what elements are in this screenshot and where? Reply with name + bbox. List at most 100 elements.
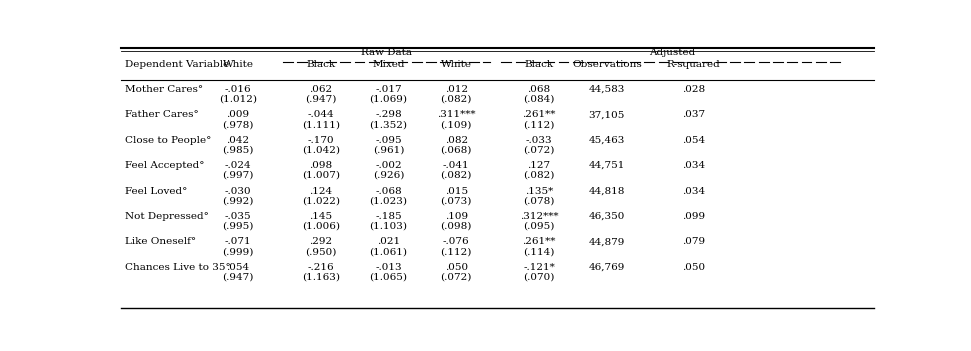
Text: .127: .127 [527,161,551,170]
Text: 37,105: 37,105 [588,110,625,119]
Text: (.082): (.082) [441,171,472,180]
Text: (.082): (.082) [441,95,472,104]
Text: -.033: -.033 [525,136,552,145]
Text: -.030: -.030 [224,186,251,196]
Text: .261**: .261** [522,237,555,246]
Text: .098: .098 [309,161,332,170]
Text: 44,879: 44,879 [588,237,625,246]
Text: (1.069): (1.069) [370,95,408,104]
Text: White: White [441,60,472,69]
Text: (.997): (.997) [222,171,253,180]
Text: (1.023): (1.023) [370,196,408,205]
Text: -.041: -.041 [443,161,470,170]
Text: -.095: -.095 [375,136,402,145]
Text: Mother Cares°: Mother Cares° [125,85,203,94]
Text: White: White [222,60,253,69]
Text: (.084): (.084) [523,95,554,104]
Text: .292: .292 [309,237,332,246]
Text: .034: .034 [682,186,705,196]
Text: (.926): (.926) [373,171,404,180]
Text: -.185: -.185 [375,212,402,221]
Text: -.044: -.044 [308,110,334,119]
Text: .028: .028 [682,85,705,94]
Text: .009: .009 [226,110,250,119]
Text: (.961): (.961) [373,145,404,154]
Text: (.072): (.072) [441,272,472,282]
Text: (.070): (.070) [523,272,554,282]
Text: (.073): (.073) [441,196,472,205]
Text: .021: .021 [377,237,400,246]
Text: -.068: -.068 [375,186,402,196]
Text: (1.007): (1.007) [302,171,340,180]
Text: -.024: -.024 [224,161,251,170]
Text: .050: .050 [445,263,468,272]
Text: .082: .082 [445,136,468,145]
Text: (1.061): (1.061) [370,247,408,256]
Text: -.002: -.002 [375,161,402,170]
Text: .034: .034 [682,161,705,170]
Text: .050: .050 [682,263,705,272]
Text: (1.012): (1.012) [219,95,257,104]
Text: (1.065): (1.065) [370,272,408,282]
Text: R-squared: R-squared [666,60,720,69]
Text: (1.103): (1.103) [370,222,408,231]
Text: (.114): (.114) [523,247,554,256]
Text: 46,769: 46,769 [588,263,625,272]
Text: .135*: .135* [525,186,553,196]
Text: -.298: -.298 [375,110,402,119]
Text: (.068): (.068) [441,145,472,154]
Text: (1.352): (1.352) [370,120,408,129]
Text: (.109): (.109) [441,120,472,129]
Text: 44,583: 44,583 [588,85,625,94]
Text: -.170: -.170 [308,136,334,145]
Text: .037: .037 [682,110,705,119]
Text: -.216: -.216 [308,263,334,272]
Text: .109: .109 [445,212,468,221]
Text: (1.006): (1.006) [302,222,340,231]
Text: Dependent Variable: Dependent Variable [125,60,229,69]
Text: Feel Loved°: Feel Loved° [125,186,187,196]
Text: .068: .068 [527,85,551,94]
Text: .261**: .261** [522,110,555,119]
Text: .015: .015 [445,186,468,196]
Text: (1.111): (1.111) [302,120,340,129]
Text: -.017: -.017 [375,85,402,94]
Text: .054: .054 [682,136,705,145]
Text: (.098): (.098) [441,222,472,231]
Text: (1.022): (1.022) [302,196,340,205]
Text: Not Depressed°: Not Depressed° [125,212,209,221]
Text: (.095): (.095) [523,222,554,231]
Text: (.992): (.992) [222,196,253,205]
Text: .145: .145 [309,212,332,221]
Text: .054: .054 [226,263,250,272]
Text: 45,463: 45,463 [588,136,625,145]
Text: Chances Live to 35°: Chances Live to 35° [125,263,231,272]
Text: Black: Black [524,60,553,69]
Text: .099: .099 [682,212,705,221]
Text: -.013: -.013 [375,263,402,272]
Text: Observations: Observations [572,60,642,69]
Text: (1.042): (1.042) [302,145,340,154]
Text: Like Oneself°: Like Oneself° [125,237,196,246]
Text: Adjusted: Adjusted [650,48,696,57]
Text: .012: .012 [445,85,468,94]
Text: 44,818: 44,818 [588,186,625,196]
Text: (.995): (.995) [222,222,253,231]
Text: (.947): (.947) [222,272,253,282]
Text: Black: Black [306,60,335,69]
Text: Feel Accepted°: Feel Accepted° [125,161,205,170]
Text: -.071: -.071 [224,237,251,246]
Text: Mixed: Mixed [372,60,405,69]
Text: (.112): (.112) [523,120,554,129]
Text: (.999): (.999) [222,247,253,256]
Text: (.082): (.082) [523,171,554,180]
Text: 44,751: 44,751 [588,161,625,170]
Text: (.985): (.985) [222,145,253,154]
Text: Close to People°: Close to People° [125,136,212,145]
Text: -.076: -.076 [443,237,470,246]
Text: .124: .124 [309,186,332,196]
Text: -.121*: -.121* [523,263,554,272]
Text: (.072): (.072) [523,145,554,154]
Text: (.947): (.947) [305,95,337,104]
Text: -.035: -.035 [224,212,251,221]
